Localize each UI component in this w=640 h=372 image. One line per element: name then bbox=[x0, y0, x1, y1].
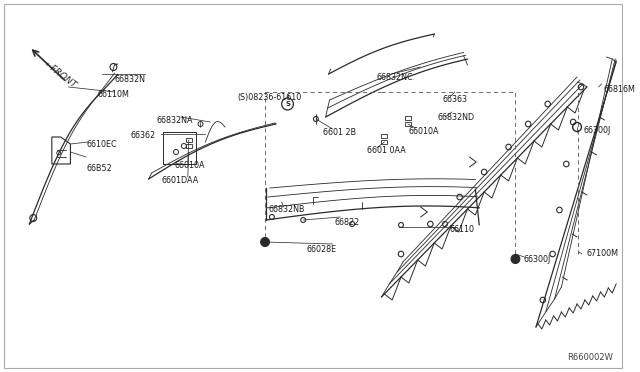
Bar bbox=[405, 116, 411, 120]
Text: (S)08236-61610: (S)08236-61610 bbox=[237, 93, 302, 102]
Text: 6610EC: 6610EC bbox=[86, 140, 116, 148]
Text: 66822: 66822 bbox=[335, 218, 360, 227]
Text: 66300J: 66300J bbox=[584, 125, 611, 135]
Text: 66363: 66363 bbox=[442, 94, 467, 103]
Text: 67100M: 67100M bbox=[587, 250, 619, 259]
Text: 66028E: 66028E bbox=[306, 244, 336, 253]
Bar bbox=[186, 144, 192, 148]
Text: 6601 0AA: 6601 0AA bbox=[367, 145, 406, 154]
Text: 66832NB: 66832NB bbox=[269, 205, 305, 214]
Text: 66832N: 66832N bbox=[115, 74, 145, 83]
Text: 66010A: 66010A bbox=[409, 126, 439, 135]
Bar bbox=[381, 134, 387, 138]
Text: 66832NA: 66832NA bbox=[157, 115, 193, 125]
Bar bbox=[186, 138, 192, 142]
Text: 6601DAA: 6601DAA bbox=[161, 176, 198, 185]
Text: S: S bbox=[285, 101, 290, 107]
Text: 66832ND: 66832ND bbox=[437, 112, 474, 122]
Text: 6601 2B: 6601 2B bbox=[323, 128, 356, 137]
Text: R660002W: R660002W bbox=[568, 353, 613, 362]
Circle shape bbox=[511, 254, 520, 263]
Text: 66832NC: 66832NC bbox=[376, 73, 413, 81]
Text: 66110M: 66110M bbox=[98, 90, 130, 99]
Circle shape bbox=[260, 237, 269, 247]
Bar bbox=[381, 140, 387, 144]
Text: 66816M: 66816M bbox=[604, 84, 636, 93]
Text: 66010A: 66010A bbox=[174, 160, 205, 170]
Text: 66300J: 66300J bbox=[524, 254, 550, 263]
Text: 66110: 66110 bbox=[450, 224, 475, 234]
Bar bbox=[405, 122, 411, 126]
Text: 66362: 66362 bbox=[130, 131, 156, 140]
Text: ←FRONT: ←FRONT bbox=[43, 60, 79, 90]
Text: 66B52: 66B52 bbox=[86, 164, 112, 173]
